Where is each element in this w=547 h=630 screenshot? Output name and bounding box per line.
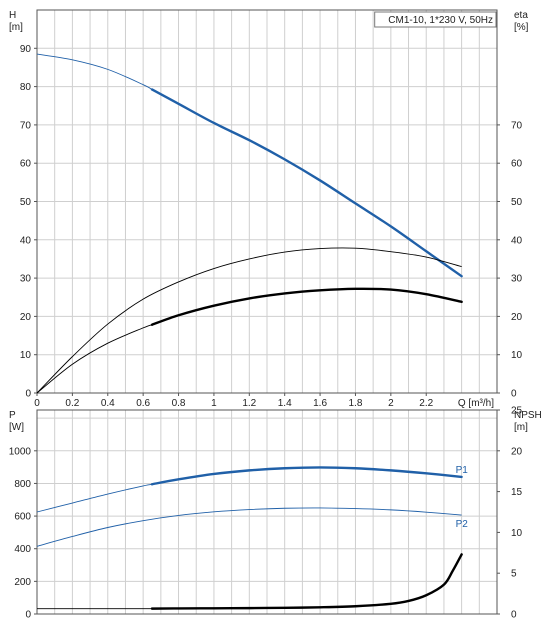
y2-axis-label: [m]: [514, 422, 528, 433]
plot-frame: [36, 409, 498, 615]
npsh-curve-bold: [150, 553, 463, 610]
y2-tick-label: 70: [511, 120, 523, 131]
x-tick-label: 1: [211, 398, 217, 409]
y2-tick-label: 10: [511, 350, 523, 361]
y2-tick-label: 20: [511, 446, 523, 457]
y-axis-label: [W]: [9, 422, 24, 433]
head-curve-bold: [150, 88, 463, 278]
curves: [36, 53, 463, 610]
head-curve: [36, 53, 153, 90]
x-tick-label: 0: [34, 398, 40, 409]
y-axis-label: [m]: [9, 22, 23, 33]
y-axis-label: H: [9, 10, 16, 21]
y-tick-label: 10: [20, 350, 32, 361]
x-tick-label: 0.8: [172, 398, 186, 409]
y-tick-label: 50: [20, 197, 32, 208]
x-tick-label: 2: [388, 398, 394, 409]
chart-title: CM1-10, 1*230 V, 50Hz: [388, 15, 493, 26]
y-tick-label: 60: [20, 159, 32, 170]
y-tick-label: 80: [20, 82, 32, 93]
y2-tick-label: 5: [511, 569, 517, 580]
y2-axis-label: NPSH: [514, 410, 542, 421]
efficiency_a-curve: [36, 247, 462, 394]
y2-tick-label: 40: [511, 235, 523, 246]
y2-tick-label: 15: [511, 487, 523, 498]
y2-tick-label: 25: [511, 406, 523, 417]
y-tick-label: 600: [14, 512, 31, 523]
y2-tick-label: 20: [511, 312, 523, 323]
efficiency_b-curve: [36, 324, 153, 394]
y2-axis-label: [%]: [514, 22, 529, 33]
x-tick-label: 1.2: [242, 398, 256, 409]
y2-tick-label: 30: [511, 274, 523, 285]
y-tick-label: 800: [14, 479, 31, 490]
y2-tick-label: 60: [511, 159, 523, 170]
y2-tick-label: 50: [511, 197, 523, 208]
x-axis-label: Q [m³/h]: [458, 398, 494, 409]
x-tick-label: 1.8: [349, 398, 363, 409]
y-tick-label: 0: [25, 389, 31, 400]
x-tick-label: 1.6: [313, 398, 327, 409]
y-tick-label: 40: [20, 235, 32, 246]
chart-title-box: [374, 11, 497, 28]
x-tick-label: 1.4: [278, 398, 292, 409]
P1-curve-bold: [150, 466, 463, 486]
x-tick-label: 2.2: [419, 398, 433, 409]
y2-tick-label: 0: [511, 610, 517, 621]
y-tick-label: 90: [20, 44, 32, 55]
grid-lines: [37, 10, 497, 614]
x-tick-label: 0.4: [101, 398, 115, 409]
efficiency_b-curve-bold: [150, 287, 463, 326]
y2-tick-label: 0: [511, 389, 517, 400]
y2-axis-label: eta: [514, 10, 528, 21]
series-label-P1: P1: [456, 465, 469, 476]
y-tick-label: 200: [14, 577, 31, 588]
plot-frames: [34, 9, 500, 615]
y-tick-label: 70: [20, 120, 32, 131]
y-tick-label: 1000: [9, 446, 32, 457]
x-tick-label: 0.2: [65, 398, 79, 409]
y-axis-label: P: [9, 410, 16, 421]
P1-curve: [36, 483, 153, 513]
y-tick-label: 0: [25, 610, 31, 621]
y-tick-label: 20: [20, 312, 32, 323]
x-tick-label: 0.6: [136, 398, 150, 409]
series-label-P2: P2: [456, 519, 469, 530]
y2-tick-label: 10: [511, 528, 523, 539]
y-tick-label: 400: [14, 544, 31, 555]
P2-curve: [36, 507, 462, 547]
y-tick-label: 30: [20, 274, 32, 285]
